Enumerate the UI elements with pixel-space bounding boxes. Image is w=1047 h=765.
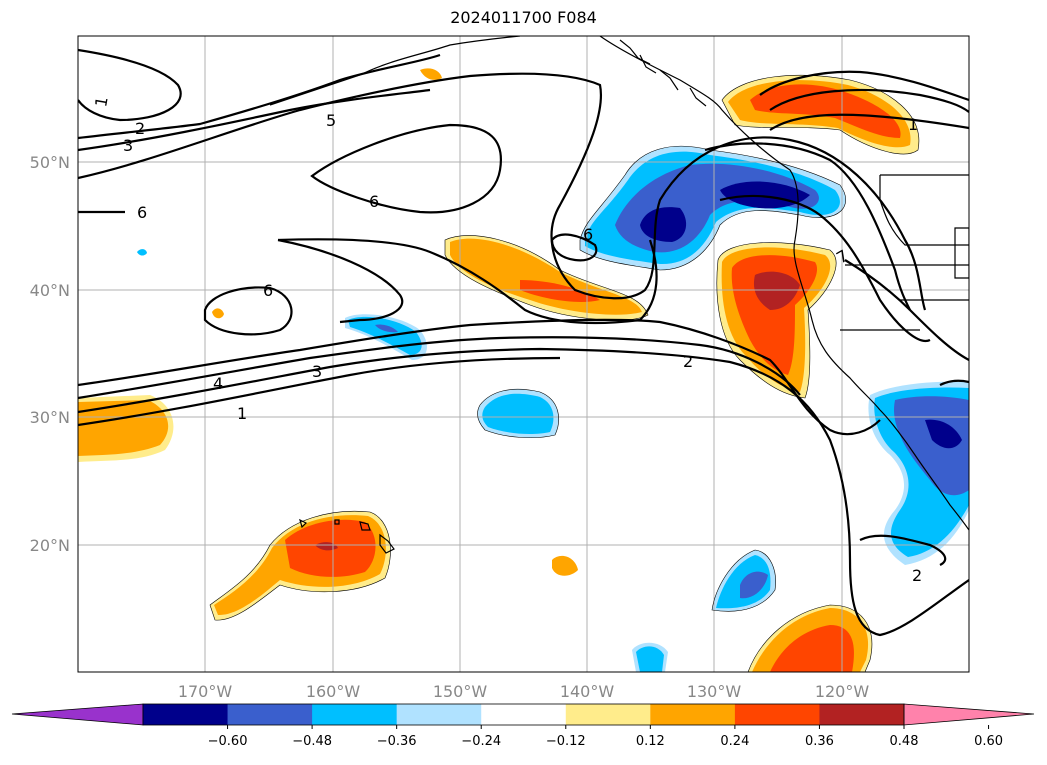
lat-label: 40°N (30, 281, 70, 300)
lon-label: 130°W (687, 682, 742, 701)
colorbar-segment (143, 704, 229, 725)
colorbar-segment (481, 704, 567, 725)
lon-label: 120°W (815, 682, 870, 701)
colorbar-tick-label: 0.48 (890, 734, 919, 749)
colorbar-segment (650, 704, 736, 725)
contour-label: 5 (326, 111, 336, 130)
lon-label: 160°W (306, 682, 361, 701)
contour-label: 3 (312, 362, 322, 381)
colorbar-tick-label: 0.60 (974, 734, 1003, 749)
lat-label: 50°N (30, 153, 70, 172)
colorbar-tick-label: −0.24 (461, 734, 501, 749)
colorbar-segment (227, 704, 313, 725)
lon-label: 140°W (560, 682, 615, 701)
lon-label: 150°W (433, 682, 488, 701)
colorbar-segment (819, 704, 905, 725)
map-title: 2024011700 F084 (450, 8, 597, 27)
contour-label: 2 (912, 566, 922, 585)
colorbar-segment (312, 704, 398, 725)
colorbar-max-extend (903, 703, 1035, 726)
shading-outlines (209, 74, 920, 672)
height-contours (78, 48, 969, 637)
colorbar-tick-label: −0.48 (292, 734, 332, 749)
colorbar-tick-label: 0.12 (636, 734, 665, 749)
contour-label: 3 (123, 136, 133, 155)
map-frame (77, 35, 970, 673)
lat-label: 20°N (30, 536, 70, 555)
colorbar-tick-label: −0.12 (546, 734, 586, 749)
lat-label: 30°N (30, 408, 70, 427)
anomaly-fill-layer (78, 68, 969, 672)
contour-label: 6 (263, 281, 273, 300)
contour-label: 6 (369, 192, 379, 211)
contour-label: 2 (135, 119, 145, 138)
colorbar-tick-label: −0.60 (208, 734, 248, 749)
colorbar-tick-label: 0.24 (720, 734, 749, 749)
contour-label-group: 1 2 3 5 6 6 6 6 4 3 1 2 1 7 2 (91, 95, 922, 585)
colorbar-min-extend (11, 703, 144, 726)
colorbar-segment (396, 704, 482, 725)
contour-label: 1 (91, 95, 111, 108)
contour-label: 1 (908, 115, 918, 134)
contour-label: 1 (237, 404, 247, 423)
colorbar-tick-label: −0.36 (377, 734, 417, 749)
colorbar-segment (565, 704, 651, 725)
contour-label: 4 (213, 374, 223, 393)
contour-label: 6 (583, 225, 593, 244)
latitude-labels: 50°N 40°N 30°N 20°N (30, 153, 70, 555)
longitude-labels: 170°W 160°W 150°W 140°W 130°W 120°W (178, 682, 870, 701)
colorbar-tick-label: 0.36 (805, 734, 834, 749)
colorbar-segment (734, 704, 820, 725)
colorbar: −0.60 −0.48 −0.36 −0.24 −0.12 0.12 0.24 0.36 0.4… (11, 703, 1035, 749)
lon-label: 170°W (178, 682, 233, 701)
contour-label: 6 (137, 203, 147, 222)
graticule (78, 36, 969, 672)
colorbar-frame (142, 703, 905, 726)
contour-label: 2 (683, 352, 693, 371)
